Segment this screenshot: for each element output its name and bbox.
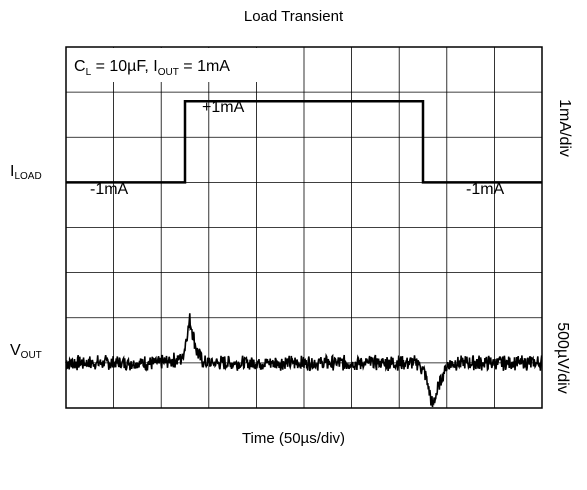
vout-channel-label: VOUT: [10, 342, 42, 361]
chart-title: Load Transient: [243, 8, 344, 25]
level-high-label: +1mA: [202, 99, 245, 116]
annotation-cap-symbol: C: [74, 58, 86, 75]
annotation-cap-sub: L: [85, 67, 92, 79]
annotation-background: [67, 48, 277, 82]
vout-symbol: V: [10, 342, 21, 359]
iload-sub: LOAD: [14, 171, 42, 182]
iload-trace: [66, 99, 542, 184]
vout-scale-label: 500µV/div: [554, 322, 571, 394]
annotation-iout-sub: OUT: [157, 67, 179, 79]
iload-symbol: I: [10, 163, 15, 180]
plot-frame: [65, 46, 543, 409]
iload-channel-label: ILOAD: [10, 163, 42, 182]
annotation-suffix: = 1mA: [178, 58, 230, 75]
condition-annotation: CL = 10µF, IOUT = 1mA: [74, 58, 230, 78]
vout-trace: [65, 313, 543, 408]
level-low-label-right: -1mA: [466, 181, 505, 198]
iload-scale-label: 1mA/div: [556, 99, 573, 157]
annotation-middle: = 10µF, I: [91, 58, 158, 75]
level-low-label-left: -1mA: [90, 181, 129, 198]
x-axis-label: Time (50µs/div): [241, 430, 346, 447]
traces: [65, 99, 543, 408]
vout-sub: OUT: [20, 350, 42, 361]
